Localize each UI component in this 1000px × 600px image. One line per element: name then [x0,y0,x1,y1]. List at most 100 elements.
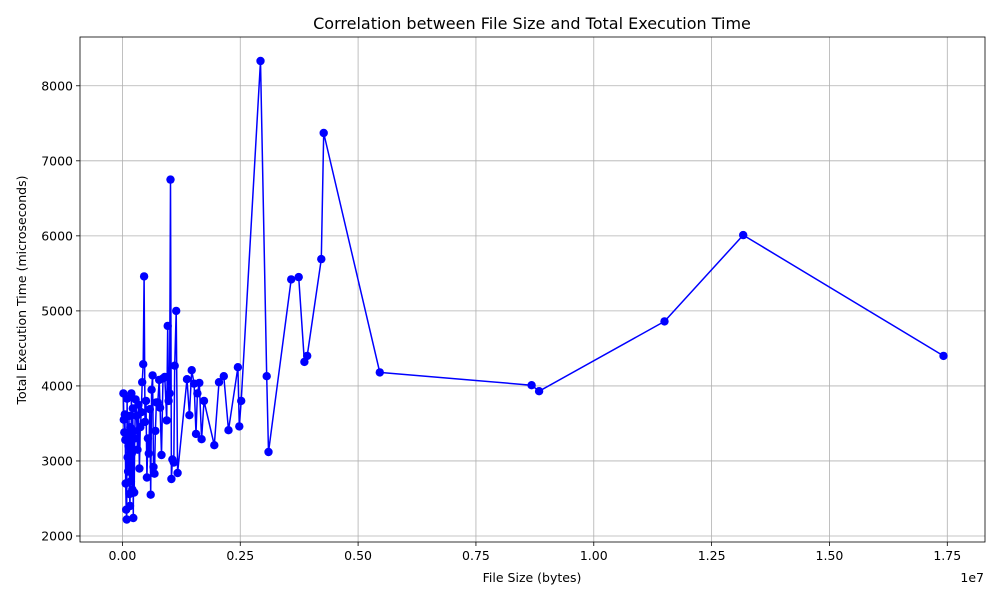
y-tick-label: 6000 [41,228,73,243]
data-point [150,469,159,478]
x-tick-label: 1.00 [580,548,608,563]
data-point [123,467,133,476]
x-axis-ticks: 0.00 0.25 0.50 0.75 1.00 1.25 1.50 1.75 [109,542,961,563]
data-point [145,405,154,414]
data-point [739,230,748,240]
data-point [256,56,265,66]
data-point [262,372,271,381]
series-polyline [122,60,944,521]
data-point [130,434,139,443]
data-point [144,449,153,458]
data-point [317,254,326,264]
x-tick-label: 1.50 [816,548,844,563]
data-point [375,368,384,377]
data-point [126,477,136,486]
data-point [148,371,157,380]
x-axis-offset-label: 1e7 [960,570,984,585]
y-axis-label: Total Execution Time (microseconds) [14,176,29,406]
data-point [173,468,182,478]
data-point [151,426,160,436]
data-point [319,128,328,138]
data-point [160,372,169,382]
data-point [237,396,246,406]
data-point [193,389,202,398]
data-point [162,416,171,425]
data-point [264,447,273,457]
data-point [165,389,174,398]
data-point [187,366,196,375]
data-point [140,417,150,427]
x-tick-label: 0.75 [462,548,490,563]
y-tick-label: 7000 [41,153,73,168]
data-point [138,378,147,387]
data-point [294,272,303,282]
data-point [137,408,146,417]
data-point [164,396,173,406]
data-point [129,426,138,436]
plot-frame [79,36,986,543]
data-point [122,515,131,524]
x-axis-label: File Size (bytes) [483,570,582,585]
data-point [210,441,219,450]
data-point [149,462,158,472]
data-point [141,396,151,406]
data-point [287,275,296,284]
data-point [939,351,948,361]
data-point [139,360,148,369]
data-point [163,321,172,331]
data-point [191,429,201,439]
x-tick-label: 1.25 [698,548,726,563]
y-tick-label: 8000 [41,78,73,93]
data-point [199,396,209,406]
data-point [195,378,204,388]
data-point [233,363,243,372]
x-tick-label: 0.50 [344,548,372,563]
data-point [125,501,135,511]
data-point [135,464,144,473]
data-point [185,411,194,420]
y-tick-label: 3000 [41,453,73,468]
data-point [167,474,176,484]
data-point [124,411,134,421]
data-point [142,473,152,482]
chart-title: Correlation between File Size and Total … [313,14,751,33]
x-tick-label: 0.00 [109,548,137,563]
data-point [172,306,181,316]
data-point [660,317,669,326]
y-tick-label: 2000 [41,528,73,543]
data-point [197,435,206,444]
data-point [139,272,149,281]
data-point [134,400,143,409]
data-point [219,372,228,381]
x-tick-label: 1.75 [933,548,961,563]
data-point [169,458,178,467]
y-tick-label: 5000 [41,303,73,318]
data-point [143,434,153,443]
grid [80,37,985,542]
data-point [235,422,244,431]
data-point [303,351,312,361]
data-point [527,381,536,390]
data-point [133,445,142,454]
data-point [214,378,224,387]
data-point [170,361,179,370]
data-point [129,513,138,523]
data-point [146,490,155,499]
data-point [120,428,129,437]
x-tick-label: 0.25 [226,548,254,563]
data-point [182,375,192,384]
data-point [166,175,175,184]
y-tick-label: 4000 [41,378,73,393]
data-point [157,450,166,460]
data-point [130,488,139,497]
data-point [127,389,136,398]
data-point [124,441,133,451]
data-point [147,385,156,394]
y-axis-ticks: 2000 3000 4000 5000 6000 7000 8000 [41,78,80,543]
data-points [119,56,948,524]
data-point [224,426,233,435]
data-point [155,403,165,412]
data-point [534,387,544,396]
series-line [122,60,944,521]
